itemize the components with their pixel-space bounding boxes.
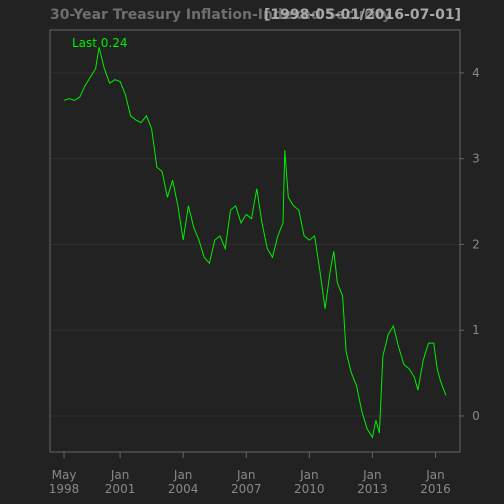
x-tick-label: May 1998 [49, 468, 80, 496]
last-value: Last 0.24 [72, 36, 128, 50]
x-tick-label: Jan 2013 [357, 468, 388, 496]
y-tick-label: 2 [472, 237, 480, 251]
x-tick-label: Jan 2010 [294, 468, 325, 496]
y-tick-label: 3 [472, 152, 480, 166]
y-tick-label: 0 [472, 409, 480, 423]
y-tick-label: 4 [472, 66, 480, 80]
x-tick-label: Jan 2016 [420, 468, 451, 496]
chart-title: 30-Year Treasury Inflation-Indexed Secur… [50, 7, 391, 23]
x-tick-label: Jan 2007 [231, 468, 262, 496]
plot-frame [49, 29, 461, 453]
x-tick-label: Jan 2004 [168, 468, 199, 496]
x-tick-label: Jan 2001 [105, 468, 136, 496]
series-line [63, 47, 447, 439]
y-tick-label: 1 [472, 323, 480, 337]
date-range: [1998-05-01/2016-07-01] [264, 7, 461, 23]
